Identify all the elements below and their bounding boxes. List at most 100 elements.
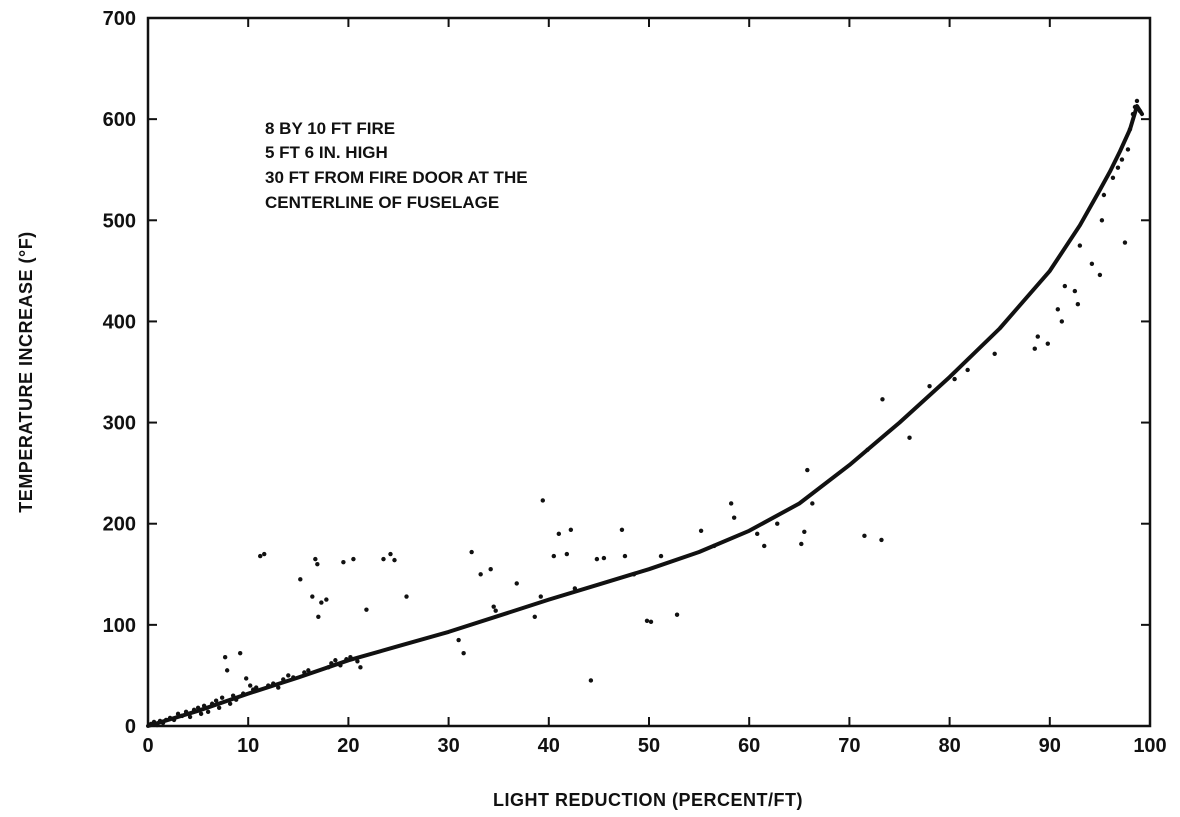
data-point [556,531,562,537]
annotation-line-3: 30 FT FROM FIRE DOOR AT THE [265,168,528,187]
data-point [762,543,767,549]
data-point [333,658,338,663]
data-point [341,559,346,565]
data-point [1077,243,1083,248]
annotation-line-2: 5 FT 6 IN. HIGH [265,143,388,162]
data-point [755,531,760,537]
data-point [698,528,704,533]
data-point [927,383,932,389]
y-tick-label: 500 [103,210,136,232]
data-point [493,608,498,613]
data-point [324,597,329,602]
data-point [514,581,519,586]
data-point [1115,165,1121,170]
data-point [358,665,363,670]
data-point [310,594,315,599]
data-point [306,668,311,673]
data-point [364,607,369,612]
data-point [258,553,263,559]
data-point [540,498,545,503]
fit-curve [146,104,1144,728]
data-point [775,521,780,526]
data-point [622,553,628,559]
data-point [1055,307,1061,312]
data-point [298,577,303,582]
data-point [644,618,650,624]
data-point [992,351,997,356]
data-point [1045,341,1050,346]
data-point [1110,175,1116,181]
annotation-line-1: 8 BY 10 FT FIRE [265,119,395,138]
data-point [392,557,397,563]
data-point [538,594,543,599]
data-point [601,555,607,561]
data-point [1101,192,1107,198]
data-point [224,668,230,673]
data-point [237,650,243,656]
data-point [313,556,318,562]
data-point [355,659,360,664]
data-point [731,515,737,520]
data-point [648,619,654,625]
data-point [965,367,970,373]
x-tick-label: 40 [538,735,560,757]
x-tick-label: 0 [142,735,153,757]
annotation-line-4: CENTERLINE OF FUSELAGE [265,193,499,212]
data-point [198,711,204,717]
y-tick-label: 600 [103,109,136,131]
data-point [478,572,483,577]
data-point [594,556,600,562]
data-point [469,549,474,555]
data-point [952,376,957,382]
data-point [219,695,225,700]
data-point [619,527,625,532]
data-point [262,551,267,557]
x-tick-label: 20 [337,735,359,757]
y-tick-label: 700 [103,8,136,30]
data-point [907,435,912,440]
data-point [187,714,193,720]
data-point [728,501,734,506]
x-tick-label: 10 [237,735,259,757]
data-point [243,676,249,681]
data-point [568,527,574,532]
data-point [276,685,281,690]
data-point [1089,261,1095,266]
data-point [1059,319,1065,324]
data-point [404,594,409,599]
data-point [388,551,393,557]
data-point [1119,157,1125,162]
data-point [216,705,222,710]
x-axis-ticks: 0 10 20 30 40 50 60 70 80 90 100 [142,18,1167,757]
data-point [879,537,884,543]
data-point [315,561,320,567]
data-point [1125,147,1131,152]
y-axis-ticks: 0 100 200 300 400 500 600 700 [103,8,1150,738]
data-point [1134,98,1140,104]
x-axis-title: LIGHT REDUCTION (PERCENT/FT) [493,790,803,810]
data-point [213,698,219,703]
data-point [564,551,570,557]
data-point [488,567,493,572]
data-point [248,683,253,688]
data-point [456,637,461,643]
data-point [862,533,867,539]
annotation: 8 BY 10 FT FIRE 5 FT 6 IN. HIGH 30 FT FR… [265,119,528,212]
x-tick-label: 50 [638,735,660,757]
data-point [461,650,466,656]
data-point [799,541,804,547]
data-point [810,501,815,506]
x-tick-label: 60 [738,735,760,757]
x-tick-label: 80 [938,735,960,757]
data-point [316,614,321,619]
data-point [805,467,810,473]
data-point [205,709,211,715]
data-point [588,678,594,683]
data-point [351,556,356,562]
data-point [222,655,228,660]
x-tick-label: 90 [1039,735,1061,757]
data-point [802,529,807,535]
data-point [286,673,291,678]
data-point [880,397,885,402]
data-point [551,553,557,559]
